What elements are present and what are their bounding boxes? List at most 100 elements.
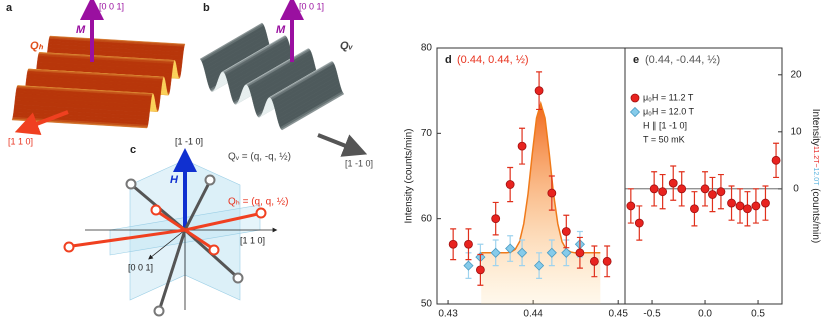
data-point [589, 256, 599, 266]
data-point [677, 184, 687, 194]
panel-label: b [203, 2, 210, 14]
axis-label: [0 0 1] [99, 1, 124, 11]
data-point [771, 155, 781, 165]
y-tick-label: 60 [421, 213, 433, 224]
data-point [475, 265, 485, 275]
data-point [668, 178, 678, 188]
qv-end [204, 174, 216, 186]
data-point [690, 204, 699, 214]
data-point [517, 247, 528, 258]
y2-axis-label-part: (counts/min) [810, 185, 821, 243]
y2-tick-label: 20 [790, 69, 802, 80]
x-tick-label: -0.5 [643, 309, 661, 319]
data-point [517, 141, 527, 151]
qv-arrow [158, 229, 187, 309]
data-point [602, 256, 612, 266]
data-point [751, 201, 761, 211]
y2-axis-label: Intensity11.2T−12.0T (counts/min) [810, 109, 821, 243]
axis-line [148, 229, 186, 260]
data-point [626, 201, 636, 211]
panel-label: c [130, 144, 136, 156]
qh-arrow [71, 228, 186, 248]
fit-fill [481, 103, 601, 304]
data-point [716, 187, 726, 197]
y2-axis-label-part: 11.2T [812, 146, 819, 164]
data-point [546, 247, 557, 258]
qh-end [208, 244, 220, 256]
data-point [743, 204, 752, 214]
y2-axis-label-part: Intensity [810, 109, 821, 146]
legend-label: H ∥ [1 -1 0] [643, 120, 687, 130]
data-point [761, 198, 770, 208]
legend-label: μ₀H = 12.0 T [643, 106, 695, 116]
data-point [490, 247, 501, 258]
qh-arrow [184, 228, 213, 250]
qh-end [255, 207, 267, 219]
qh-arrow [184, 212, 259, 232]
axis-label: [1 -1 0] [345, 158, 373, 168]
x-tick-label: 0.44 [523, 309, 543, 319]
axis-label: [0 0 1] [299, 1, 324, 11]
wavevector-label: Qᵥ [340, 40, 354, 52]
data-point [649, 184, 659, 194]
data-point [547, 188, 557, 198]
x-tick-label: 0.45 [608, 309, 628, 319]
panel-title: (0.44, 0.44, ½) [457, 54, 529, 66]
x-tick-label: 0.5 [751, 309, 765, 319]
axis-label: [1 -1 0] [175, 136, 203, 146]
qh-arrow [157, 210, 186, 232]
data-point [561, 227, 571, 236]
plot-frame [624, 47, 783, 305]
y-tick-label: 70 [421, 128, 433, 139]
data-point [534, 260, 545, 271]
y-tick-label: 50 [421, 299, 433, 310]
data-point [561, 247, 572, 258]
x-tick-label: 0.0 [698, 309, 712, 319]
qv-end [153, 305, 165, 317]
data-point [727, 198, 736, 208]
wave-surface-a [11, 35, 186, 129]
data-point [658, 187, 668, 197]
moment-label: M [76, 24, 86, 36]
wavevector-arrow [317, 133, 368, 157]
y2-tick-label: 10 [790, 126, 802, 137]
data-point [505, 243, 516, 254]
axis-label: [0 0 1] [128, 262, 153, 272]
wave-surface-b [199, 22, 345, 131]
qv-ends [125, 174, 244, 317]
panel-label: a [6, 2, 13, 14]
charts: d(0.44, 0.44, ½)0.430.440.45(h, h, ½) (r… [404, 43, 822, 319]
qv-arrow [183, 182, 211, 231]
panel-label: d [445, 54, 452, 66]
data-point [708, 190, 717, 199]
axis-label: [1 1 0] [8, 136, 33, 146]
data-point [463, 260, 474, 271]
data-point [505, 180, 515, 189]
wavevector-arrow [14, 110, 69, 135]
y2-axis-label-part: 12.0T [812, 168, 819, 187]
data-point [464, 239, 473, 249]
panel-title: (0.44, -0.44, ½) [645, 54, 720, 66]
legend-label: T = 50 mK [643, 134, 685, 144]
data-point [634, 218, 644, 228]
field-label: H [170, 174, 179, 186]
wavevector-label: Qₕ [30, 40, 44, 52]
moment-label: M [276, 24, 286, 36]
y2-axis-label-part: − [812, 163, 819, 167]
axis-label: [1 1 0] [240, 235, 265, 245]
data-point [735, 201, 745, 211]
legend-marker [629, 106, 641, 118]
data-point [534, 86, 544, 96]
qh-arrows [71, 210, 259, 250]
qv-label: Qᵥ = (q, -q, ½) [228, 152, 291, 163]
qv-end [232, 272, 244, 284]
y-tick-label: 80 [421, 43, 433, 54]
surface-strip [280, 92, 345, 131]
legend-label: μ₀H = 11.2 T [643, 92, 694, 102]
x-tick-label: 0.43 [438, 309, 458, 319]
data-point [491, 214, 501, 224]
data-point [700, 184, 710, 194]
panel-label: e [633, 54, 639, 66]
qh-ends [63, 204, 267, 256]
